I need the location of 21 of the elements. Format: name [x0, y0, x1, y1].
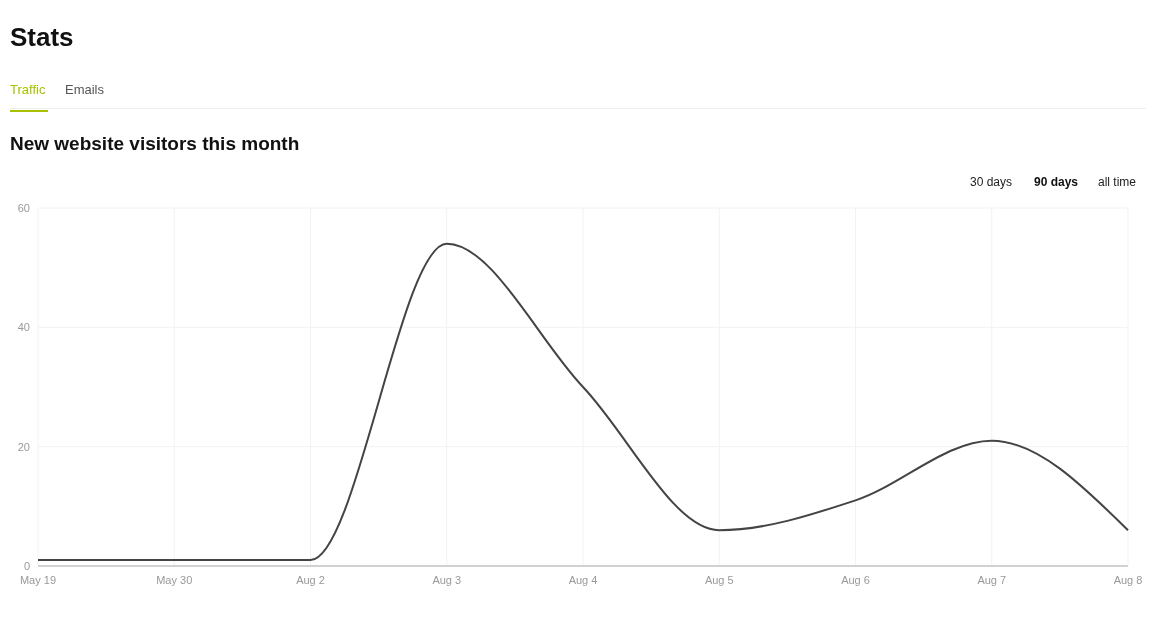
text: 90 days: [1033, 175, 1079, 189]
x-tick-label: Aug 3: [432, 574, 462, 586]
x-tick-label: Aug 4: [568, 574, 598, 586]
y-tick-label: 60: [17, 202, 30, 214]
x-tick-label: May 30: [156, 574, 193, 586]
text: Emails: [65, 82, 105, 97]
line-series: [37, 242, 1129, 562]
text: Traffic: [10, 82, 46, 97]
x-tick-label: Aug 7: [977, 574, 1007, 586]
y-tick-label: 20: [17, 440, 30, 453]
x-tick-label: Aug 8: [1113, 574, 1143, 586]
x-tick-label: Aug 2: [296, 574, 325, 586]
x-tick-label: Aug 5: [704, 574, 734, 586]
text: Stats: [10, 22, 74, 52]
text: 30 days: [969, 175, 1012, 189]
y-tick-label: 0: [23, 560, 30, 572]
x-tick-label: Aug 6: [841, 574, 870, 586]
text: all time: [1097, 175, 1137, 189]
chart-title: New website visitors this month: [10, 133, 300, 154]
y-tick-label: 40: [17, 321, 30, 334]
x-tick-label: May 19: [19, 574, 57, 586]
